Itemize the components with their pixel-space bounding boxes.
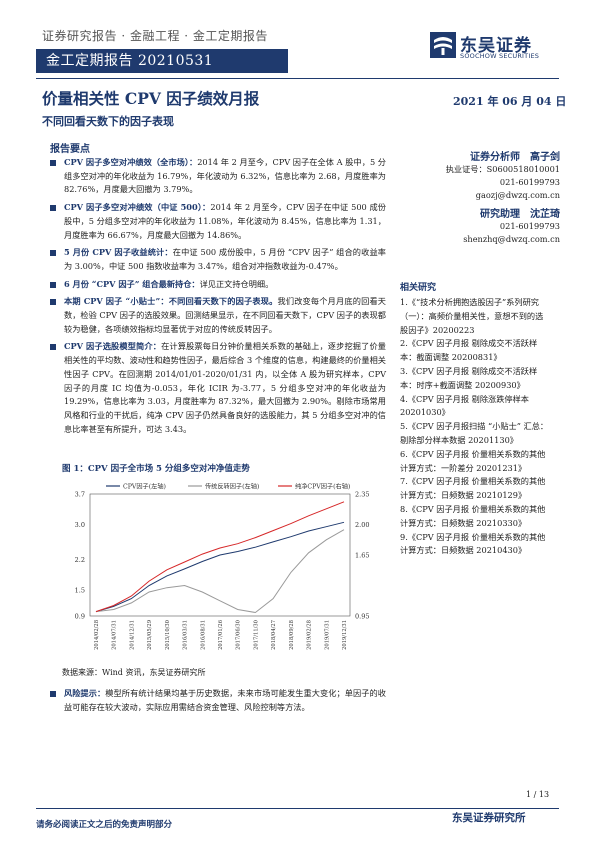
assistant-email[interactable]: shenzhq@dwzq.com.cn <box>463 234 560 244</box>
analyst-panel: 证券分析师 高子剑 执业证号：S0600518010001 021-601997… <box>400 148 560 246</box>
x-tick-label: 2014/02/28 <box>94 620 100 650</box>
related-research-item[interactable]: 1.《“技术分析拥抱选股因子”系列研究（一）：高频价量相关性，意想不到的选股因子… <box>400 297 544 335</box>
logo-text-en: SOOCHOW SECURITIES <box>460 52 540 60</box>
key-point-text: 在中证 500 成份股中，5 月份 “CPV 因子” 组合的收益率为 3.00%… <box>64 247 386 271</box>
report-date: 2021 年 06 月 04 日 <box>453 95 567 108</box>
key-point: 6 月份 “CPV 因子” 组合最新持仓：详见正文持仓明细。 <box>50 278 386 292</box>
legend-label: CPV因子(左轴) <box>123 483 166 491</box>
x-tick-label: 2015/05/29 <box>147 620 153 650</box>
x-tick-label: 2017/06/30 <box>236 620 242 650</box>
x-tick-label: 2019/02/28 <box>307 620 313 650</box>
key-point-text: 详见正文持仓明细。 <box>199 278 274 289</box>
key-point-text: 在计算股票每日分钟价量相关系数的基础上，逐步挖掘了价量相关性的平均数、波动性和趋… <box>64 341 386 434</box>
report-title: 价量相关性 CPV 因子绩效月报 <box>42 89 260 108</box>
net-value-line-chart: 0.9 1.5 2.2 3.0 3.7 0.95 1.65 2.00 2.35 2014/02/2… <box>75 483 370 650</box>
related-research-item[interactable]: 2.《CPV 因子月报 剔除成交不活跃样本：截面调整 20200831》 <box>400 338 538 363</box>
logo-text-cn: 东吴证券 <box>460 36 532 56</box>
x-tick-label: 2018/04/27 <box>271 620 277 650</box>
series-line <box>95 521 345 613</box>
related-research-item[interactable]: 4.《CPV 因子月报 剔除涨跌停样本 20201030》 <box>400 393 529 418</box>
y-right-tick-label: 2.35 <box>355 491 369 499</box>
footer-org: 东吴证券研究所 <box>452 812 526 824</box>
legend-label: 传统反转因子(左轴) <box>205 483 259 491</box>
x-tick-label: 2019/07/31 <box>324 620 330 650</box>
key-point-text: 我们改变每个月月底的回看天数，检验 CPV 因子的选股效果。回测结果显示，在不同… <box>64 296 386 334</box>
key-point: 本期 CPV 因子 “小贴士”：不同回看天数下的因子表现。我们改变每个月月底的回… <box>50 295 386 336</box>
series-line <box>95 501 345 613</box>
key-point-text: 2014 年 2 月至今，CPV 因子在全体 A 股中，5 分组多空对冲的年化收… <box>64 157 386 195</box>
x-tick-label: 2016/08/31 <box>200 620 206 650</box>
related-research-list: 1.《“技术分析拥抱选股因子”系列研究（一）：高频价量相关性，意想不到的选股因子… <box>400 296 550 558</box>
related-research-item[interactable]: 7.《CPV 因子月报 价量相关系数的其他计算方式：日频数据 20210129》 <box>400 476 546 501</box>
x-tick-label: 2014/07/31 <box>112 620 118 650</box>
header-divider <box>36 78 559 79</box>
assistant-title: 研究助理 沈芷琦 <box>480 209 560 220</box>
y-left-tick-label: 2.2 <box>75 556 85 564</box>
x-tick-label: 2017/11/30 <box>253 620 259 650</box>
assistant-phone: 021-60199793 <box>499 221 560 231</box>
page-number: 1 / 13 <box>526 790 550 799</box>
key-points-heading: 报告要点 <box>50 144 90 155</box>
breadcrumb: 证券研究报告 · 金融工程 · 金工定期报告 <box>42 29 268 43</box>
y-right-tick-label: 0.95 <box>355 613 369 621</box>
key-point: 5 月份 CPV 因子收益统计：在中证 500 成份股中，5 月份 “CPV 因… <box>50 246 386 273</box>
related-research-item[interactable]: 5.《CPV 因子月报扫描 “小贴士” 汇总：剔除部分样本数据 20201130… <box>400 421 549 445</box>
figure-source: 数据来源：Wind 资讯，东吴证券研究所 <box>62 668 206 677</box>
key-point-lead: 6 月份 “CPV 因子” 组合最新持仓： <box>64 278 200 289</box>
figure-title: 图 1：CPV 因子全市场 5 分组多空对冲净值走势 <box>62 464 250 474</box>
x-tick-label: 2018/09/28 <box>289 620 295 650</box>
risk-text: 模型所有统计结果均基于历史数据，未来市场可能发生重大变化；单因子的收益可能存在较… <box>64 688 386 712</box>
related-research-item[interactable]: 8.《CPV 因子月报 价量相关系数的其他计算方式：日频数据 20210330》 <box>400 503 546 528</box>
y-left-tick-label: 1.5 <box>75 586 85 594</box>
logo-mark-icon <box>430 32 456 58</box>
x-tick-label: 2016/03/31 <box>183 620 189 650</box>
key-point: CPV 因子多空对冲绩效（全市场）：2014 年 2 月至今，CPV 因子在全体… <box>50 156 386 197</box>
footer-disclaimer: 请务必阅读正文之后的免责声明部分 <box>36 820 173 830</box>
related-research-heading: 相关研究 <box>400 283 437 293</box>
brand-logo: 东吴证券 SOOCHOW SECURITIES <box>430 30 560 64</box>
risk-item: 风险提示：模型所有统计结果均基于历史数据，未来市场可能发生重大变化；单因子的收益… <box>50 687 386 714</box>
report-type-bar: 金工定期报告 20210531 <box>36 49 288 73</box>
key-point: CPV 因子选股模型简介：在计算股票每日分钟价量相关系数的基础上，逐步挖掘了价量… <box>50 340 386 436</box>
analyst-title: 证券分析师 高子剑 <box>470 152 560 163</box>
y-left-tick-label: 0.9 <box>75 613 85 621</box>
key-point-lead: 5 月份 CPV 因子收益统计： <box>64 247 173 258</box>
key-point: CPV 因子多空对冲绩效（中证 500）：2014 年 2 月至今，CPV 因子… <box>50 201 386 242</box>
x-tick-label: 2017/01/26 <box>218 620 224 650</box>
plot-frame <box>89 493 351 617</box>
y-right-tick-label: 2.00 <box>355 521 369 529</box>
x-tick-label: 2019/12/31 <box>342 620 348 650</box>
key-point-lead: CPV 因子多空对冲绩效（全市场）： <box>64 157 198 167</box>
report-subtitle: 不同回看天数下的因子表现 <box>42 115 174 128</box>
risk-warning: 风险提示：模型所有统计结果均基于历史数据，未来市场可能发生重大变化；单因子的收益… <box>50 687 386 718</box>
analyst-phone: 021-60199793 <box>499 177 560 187</box>
analyst-email[interactable]: gaozj@dwzq.com.cn <box>475 190 560 200</box>
related-research-item[interactable]: 9.《CPV 因子月报 价量相关系数的其他计算方式：日频数据 20210430》 <box>400 531 546 556</box>
series-line <box>95 529 345 614</box>
legend-label: 纯净CPV因子(右轴) <box>295 483 350 491</box>
key-point-lead: CPV 因子多空对冲绩效（中证 500）： <box>64 202 211 213</box>
risk-lead: 风险提示： <box>64 688 106 698</box>
footer-divider <box>36 808 559 809</box>
y-left-tick-label: 3.7 <box>75 491 85 499</box>
key-point-text: 2014 年 2 月至今，CPV 因子在中证 500 成份股中，5 分组多空对冲… <box>64 202 386 240</box>
x-tick-label: 2015/10/30 <box>165 620 171 650</box>
related-research-item[interactable]: 3.《CPV 因子月报 剔除成交不活跃样本：时序+截面调整 20200930》 <box>400 365 538 390</box>
analyst-cert: 执业证号：S0600518010001 <box>445 164 560 174</box>
key-point-lead: CPV 因子选股模型简介： <box>64 341 162 352</box>
x-tick-label: 2014/12/31 <box>129 620 135 650</box>
y-left-tick-label: 3.0 <box>75 521 85 529</box>
key-point-lead: 本期 CPV 因子 “小贴士”：不同回看天数下的因子表现。 <box>64 296 278 307</box>
key-points-list: CPV 因子多空对冲绩效（全市场）：2014 年 2 月至今，CPV 因子在全体… <box>50 156 386 440</box>
related-research-item[interactable]: 6.《CPV 因子月报 价量相关系数的其他计算方式：一阶差分 20201231》 <box>400 448 546 473</box>
y-right-tick-label: 1.65 <box>355 552 369 560</box>
